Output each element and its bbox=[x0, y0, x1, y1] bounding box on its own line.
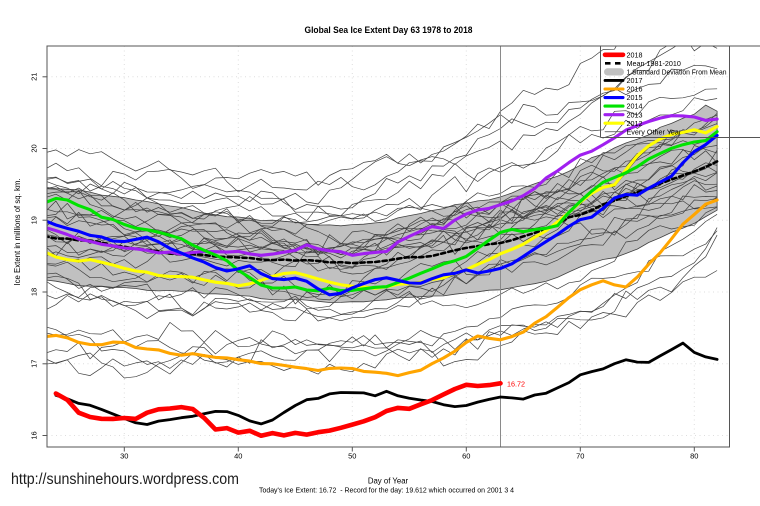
svg-text:60: 60 bbox=[462, 452, 470, 461]
svg-text:Day of Year: Day of Year bbox=[368, 476, 409, 485]
svg-text:Mean 1981-2010: Mean 1981-2010 bbox=[627, 59, 681, 68]
svg-text:50: 50 bbox=[348, 452, 356, 461]
svg-text:21: 21 bbox=[30, 73, 39, 81]
svg-text:Global Sea Ice Extent Day 63 1: Global Sea Ice Extent Day 63 1978 to 201… bbox=[305, 25, 473, 35]
svg-text:30: 30 bbox=[120, 452, 128, 461]
svg-text:Every Other Year: Every Other Year bbox=[627, 127, 682, 136]
svg-text:2015: 2015 bbox=[627, 93, 643, 102]
svg-text:70: 70 bbox=[576, 452, 584, 461]
svg-text:2016: 2016 bbox=[627, 85, 643, 94]
svg-text:18: 18 bbox=[30, 288, 39, 296]
svg-text:Today's Ice Extent: 16.72 - R: Today's Ice Extent: 16.72 - Record for t… bbox=[259, 485, 514, 494]
svg-text:40: 40 bbox=[234, 452, 242, 461]
svg-text:80: 80 bbox=[690, 452, 698, 461]
svg-text:2013: 2013 bbox=[627, 110, 643, 119]
svg-text:2018: 2018 bbox=[627, 50, 643, 59]
svg-text:Ice Extent in millions of sq.: Ice Extent in millions of sq. km. bbox=[13, 178, 22, 285]
svg-text:http://sunshinehours.wordpress: http://sunshinehours.wordpress.com bbox=[11, 471, 239, 488]
svg-text:20: 20 bbox=[30, 144, 39, 152]
svg-text:17: 17 bbox=[30, 360, 39, 368]
svg-text:2014: 2014 bbox=[627, 102, 643, 111]
svg-text:16: 16 bbox=[30, 431, 39, 439]
svg-text:2012: 2012 bbox=[627, 119, 643, 128]
svg-text:16.72: 16.72 bbox=[507, 379, 525, 388]
svg-text:1 Standard Deviation From Mean: 1 Standard Deviation From Mean bbox=[627, 68, 727, 77]
svg-text:19: 19 bbox=[30, 216, 39, 224]
svg-text:2017: 2017 bbox=[627, 76, 643, 85]
